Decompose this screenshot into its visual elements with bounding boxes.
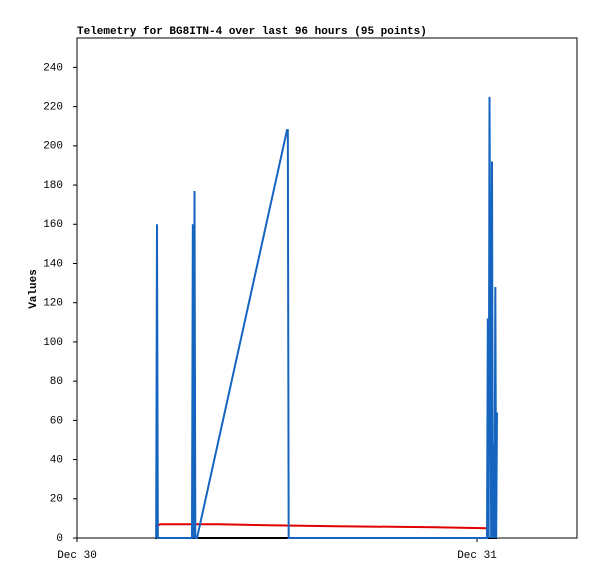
y-tick-label: 100 xyxy=(43,337,63,349)
chart-title: Telemetry for BG8ITN-4 over last 96 hour… xyxy=(77,26,427,38)
x-tick-label: Dec 31 xyxy=(457,550,497,562)
y-tick-label: 120 xyxy=(43,298,63,310)
y-tick-label: 140 xyxy=(43,258,63,270)
y-tick-label: 200 xyxy=(43,141,63,153)
y-tick-label: 40 xyxy=(50,454,63,466)
y-axis-label: Values xyxy=(28,269,40,309)
y-tick-label: 180 xyxy=(43,180,63,192)
y-tick-label: 220 xyxy=(43,102,63,114)
x-tick-label: Dec 30 xyxy=(57,550,97,562)
y-tick-label: 0 xyxy=(56,533,63,545)
y-tick-label: 80 xyxy=(50,376,63,388)
series-line xyxy=(154,523,488,530)
y-tick-label: 240 xyxy=(43,62,63,74)
y-tick-label: 60 xyxy=(50,415,63,427)
series-line xyxy=(155,96,498,539)
y-tick-label: 160 xyxy=(43,219,63,231)
y-tick-label: 20 xyxy=(50,494,63,506)
